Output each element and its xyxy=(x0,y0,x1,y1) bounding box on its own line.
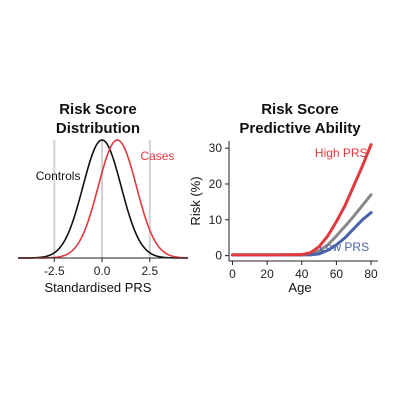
right-y-tick-label-2: 20 xyxy=(209,177,223,191)
right-x-tick-label-1: 20 xyxy=(260,267,274,281)
left-x-tick-label-2: 2.5 xyxy=(141,264,158,278)
series-label-cases: Cases xyxy=(140,149,174,163)
right-y-axis-label: Risk (%) xyxy=(188,176,203,225)
left-x-axis-label: Standardised PRS xyxy=(45,280,152,295)
right-title-line-1: Risk Score xyxy=(261,101,339,118)
right-y-tick-label-1: 10 xyxy=(209,213,223,227)
series-label-controls: Controls xyxy=(36,169,81,183)
right-x-tick-label-0: 0 xyxy=(229,267,236,281)
right-y-tick-label-3: 30 xyxy=(209,141,223,155)
right-x-axis-label: Age xyxy=(288,280,311,295)
right-y-tick-label-0: 0 xyxy=(215,249,222,263)
density-curve-controls xyxy=(18,139,189,259)
right-x-tick-label-3: 60 xyxy=(330,267,344,281)
right-x-tick-label-4: 80 xyxy=(364,267,378,281)
left-title-line-1: Risk Score xyxy=(59,101,137,118)
left-x-tick-label-0: -2.5 xyxy=(44,264,65,278)
series-label-low-prs: Low PRS xyxy=(319,240,369,254)
right-title-line-2: Predictive Ability xyxy=(239,120,361,137)
right-x-tick-label-2: 40 xyxy=(295,267,309,281)
density-panel: Risk Score Distribution Controls Cases -2.5 0… xyxy=(18,101,189,295)
risk-line-high-prs xyxy=(230,143,373,257)
left-title-line-2: Distribution xyxy=(56,120,140,137)
series-label-high-prs: High PRS xyxy=(315,146,368,160)
risk-panel: Risk Score Predictive Ability 0 10 20 30 0 20 40… xyxy=(188,101,378,295)
left-x-tick-label-1: 0.0 xyxy=(94,264,111,278)
